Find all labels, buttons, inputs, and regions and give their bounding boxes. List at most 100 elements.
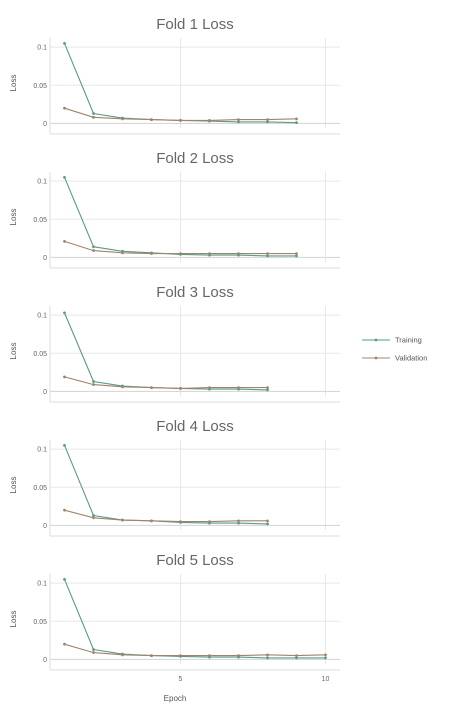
chart-title: Fold 5 Loss [156, 552, 234, 569]
data-point-training [63, 175, 66, 179]
data-point-training [295, 121, 298, 125]
data-point-validation [237, 654, 240, 658]
data-point-validation [63, 106, 66, 110]
y-tick-label: 0 [43, 389, 47, 396]
data-point-validation [150, 386, 153, 390]
data-point-validation [295, 654, 298, 658]
data-point-training [266, 120, 269, 124]
chart-title: Fold 1 Loss [156, 16, 234, 33]
data-point-validation [63, 642, 66, 646]
series-line-validation [64, 509, 268, 523]
series-line-training [63, 445, 268, 525]
data-point-validation [179, 386, 182, 390]
data-point-validation [266, 519, 269, 523]
data-point-training [266, 388, 269, 392]
data-point-validation [208, 386, 211, 390]
data-point-training [295, 656, 298, 660]
data-point-validation [150, 654, 153, 658]
chart-fold-3: Fold 3 Loss 0 0.05 0.1 Loss [9, 284, 340, 403]
data-point-training [324, 656, 327, 660]
data-point-validation [208, 520, 211, 524]
data-point-validation [208, 252, 211, 256]
data-point-training [266, 522, 269, 526]
legend-marker [374, 356, 378, 360]
data-point-validation [121, 518, 124, 522]
y-tick-label: 0.1 [37, 581, 47, 588]
y-tick-label: 0 [43, 255, 47, 262]
data-point-validation [179, 118, 182, 122]
y-tick-label: 0.05 [33, 351, 47, 358]
y-axis-label: Loss [9, 611, 18, 628]
data-point-training [266, 254, 269, 258]
y-tick-label: 0.05 [33, 217, 47, 224]
x-tick-label: 10 [322, 676, 330, 683]
data-point-validation [237, 118, 240, 122]
y-tick-label: 0.05 [33, 485, 47, 492]
y-axis-label: Loss [9, 75, 18, 92]
data-point-validation [92, 249, 95, 252]
data-point-training [295, 254, 298, 258]
data-point-validation [150, 252, 153, 256]
data-point-validation [295, 252, 298, 256]
data-point-validation [266, 118, 269, 122]
data-point-validation [92, 115, 95, 119]
data-point-validation [208, 654, 211, 658]
data-point-training [92, 112, 95, 115]
data-point-validation [121, 385, 124, 389]
chart-fold-5: Fold 5 Loss 0 0.05 0.1 Loss 5 10 Epoch [9, 552, 340, 703]
data-point-training [63, 443, 66, 447]
data-point-validation [63, 375, 66, 379]
data-point-validation [237, 519, 240, 523]
series-line-training [63, 312, 268, 391]
legend-label: Training [395, 336, 422, 345]
data-point-training [237, 521, 240, 525]
legend-marker [374, 338, 378, 342]
series-line-validation [64, 643, 326, 657]
series-line-training [63, 579, 326, 659]
y-tick-label: 0.1 [37, 313, 47, 320]
data-point-validation [266, 252, 269, 256]
legend: Training Validation [362, 336, 427, 363]
data-point-training [63, 577, 66, 581]
data-point-validation [237, 386, 240, 390]
chart-title: Fold 3 Loss [156, 284, 234, 301]
x-tick-label: 5 [179, 676, 183, 683]
data-point-validation [237, 252, 240, 256]
data-point-validation [266, 653, 269, 657]
data-point-validation [63, 240, 66, 243]
chart-title: Fold 4 Loss [156, 418, 234, 435]
data-point-validation [295, 117, 298, 121]
data-point-validation [179, 654, 182, 658]
chart-fold-4: Fold 4 Loss 0 0.05 0.1 Loss [9, 418, 340, 537]
data-point-validation [179, 520, 182, 524]
data-point-training [92, 245, 95, 249]
y-tick-label: 0.1 [37, 447, 47, 454]
data-point-validation [121, 117, 124, 121]
data-point-validation [121, 251, 124, 255]
y-tick-label: 0 [43, 121, 47, 128]
y-tick-label: 0 [43, 657, 47, 664]
data-point-validation [208, 118, 211, 122]
y-axis-label: Loss [9, 343, 18, 360]
data-point-validation [63, 508, 66, 512]
data-point-training [63, 41, 66, 45]
data-point-validation [266, 386, 269, 390]
legend-label: Validation [395, 354, 427, 363]
y-tick-label: 0.05 [33, 83, 47, 90]
data-point-training [92, 380, 95, 383]
data-point-validation [92, 383, 95, 386]
data-point-validation [150, 519, 153, 523]
data-point-training [92, 648, 95, 651]
y-tick-label: 0.05 [33, 619, 47, 626]
x-axis-label: Epoch [164, 694, 187, 703]
series-line-validation [64, 376, 268, 389]
data-point-training [266, 656, 269, 660]
data-point-validation [179, 252, 182, 256]
data-point-training [63, 311, 66, 315]
data-point-validation [150, 118, 153, 122]
chart-fold-2: Fold 2 Loss 0 0.05 0.1 Loss [9, 150, 340, 269]
y-tick-label: 0 [43, 523, 47, 530]
y-axis-label: Loss [9, 477, 18, 494]
y-tick-label: 0.1 [37, 179, 47, 186]
